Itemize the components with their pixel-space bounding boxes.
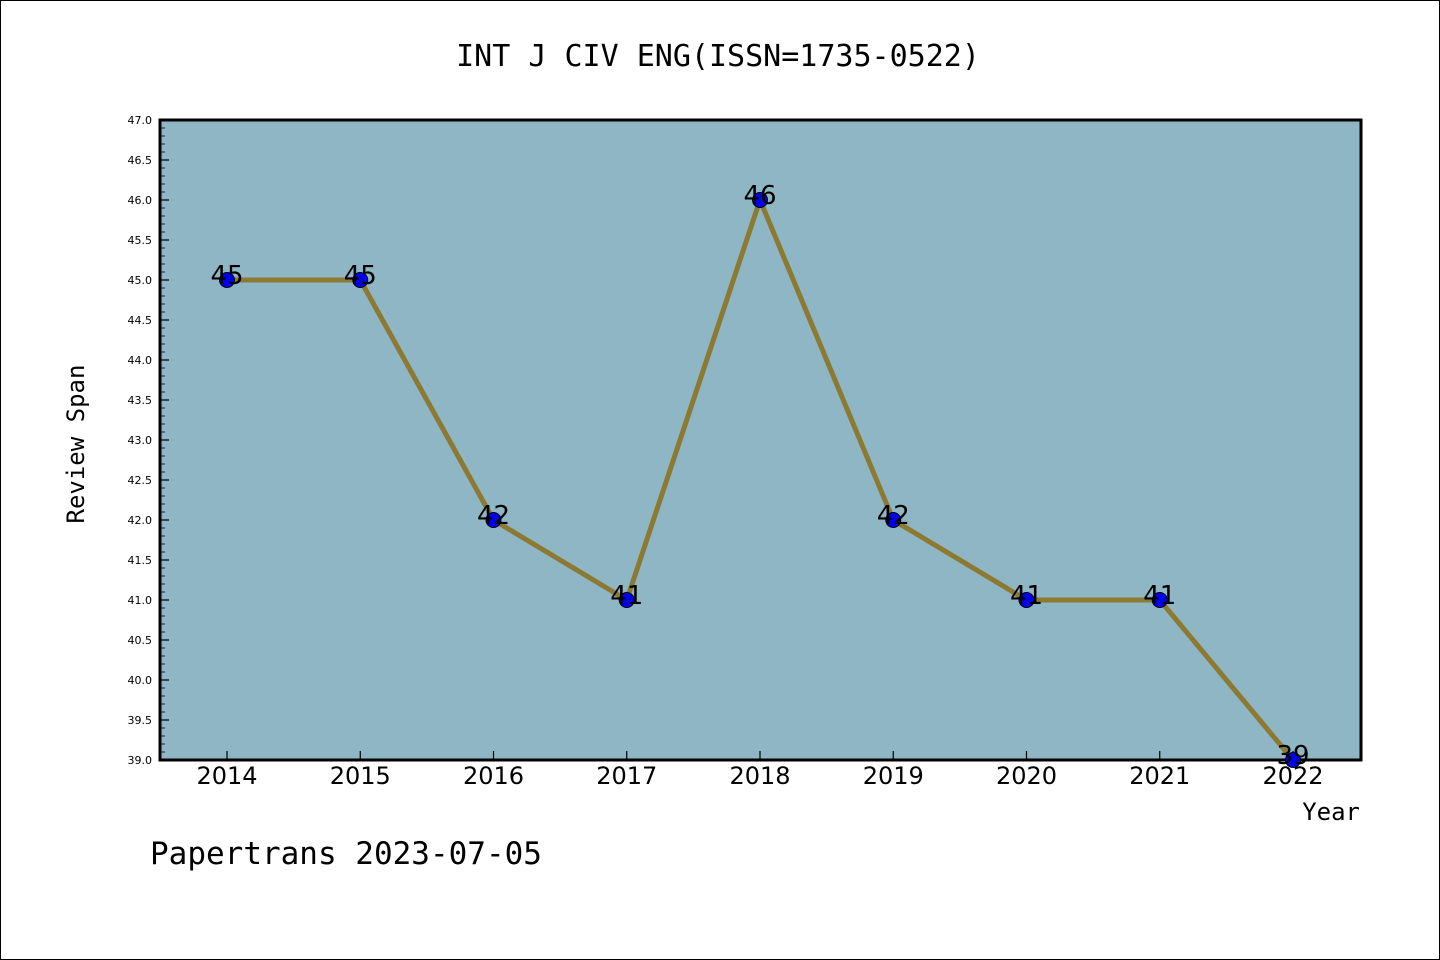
x-tick-label: 2018: [729, 762, 790, 790]
y-tick-label: 46.0: [128, 194, 153, 207]
data-label: 45: [344, 261, 377, 291]
x-tick-label: 2019: [863, 762, 924, 790]
plot-area: [158, 118, 1363, 762]
data-point: [1285, 752, 1301, 768]
y-tick-label: 40.0: [128, 674, 153, 687]
chart-title: INT J CIV ENG(ISSN=1735-0522): [456, 39, 980, 74]
data-label: 46: [743, 181, 776, 211]
data-label: 41: [1143, 581, 1176, 611]
data-point: [752, 192, 768, 208]
x-tick-label: 2014: [196, 762, 257, 790]
data-label: 45: [210, 261, 243, 291]
y-tick-label: 42.0: [128, 514, 153, 527]
x-tick-label: 2016: [463, 762, 524, 790]
x-tick-label: 2020: [996, 762, 1057, 790]
data-label: 39: [1276, 741, 1309, 771]
y-tick-label: 43.0: [128, 434, 153, 447]
y-axis-label: Review Span: [62, 365, 90, 524]
data-labels: 45 45 42 41 46 42 41 41 39: [210, 181, 1309, 771]
data-label: 41: [1010, 581, 1043, 611]
data-point: [352, 272, 369, 288]
y-tick-label: 44.0: [128, 354, 153, 367]
footer-credit: Papertrans 2023-07-05: [150, 836, 542, 872]
data-point: [485, 512, 502, 528]
data-label: 42: [877, 501, 910, 531]
data-point: [219, 272, 235, 288]
y-tick-label: 43.5: [128, 394, 153, 407]
x-axis-label: Year: [1302, 798, 1360, 826]
data-label: 42: [477, 501, 510, 531]
data-point: [1151, 592, 1168, 608]
y-tick-label: 40.5: [128, 634, 153, 647]
y-axis: 39.0 39.5 40.0 40.5 41.0 41.5 42.0 42.5 43.0 43.5…: [128, 114, 169, 767]
data-point: [885, 512, 902, 528]
y-tick-label: 45.5: [128, 234, 153, 247]
x-tick-label: 2021: [1129, 762, 1190, 790]
y-tick-label: 41.5: [128, 554, 153, 567]
y-tick-label: 39.5: [128, 714, 153, 727]
y-tick-label: 41.0: [128, 594, 153, 607]
series-group: [219, 192, 1301, 768]
y-tick-label: 47.0: [128, 114, 153, 127]
x-tick-label: 2015: [330, 762, 391, 790]
y-tick-label: 39.0: [128, 754, 153, 767]
y-tick-label: 46.5: [128, 154, 153, 167]
y-tick-label: 44.5: [128, 314, 153, 327]
y-tick-label: 45.0: [128, 274, 153, 287]
data-point: [1018, 592, 1035, 608]
data-point: [618, 592, 635, 608]
data-label: 41: [610, 581, 643, 611]
x-tick-label: 2017: [596, 762, 657, 790]
y-tick-label: 42.5: [128, 474, 153, 487]
